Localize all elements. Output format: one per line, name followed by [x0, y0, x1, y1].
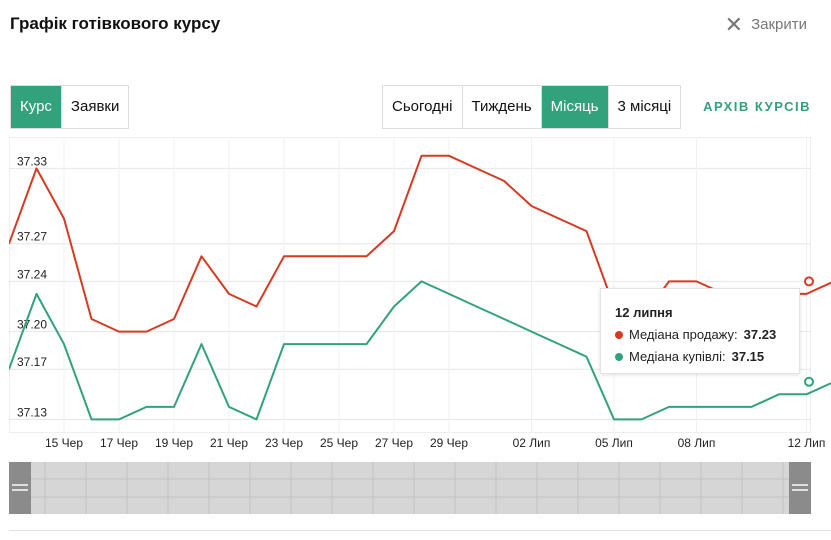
hover-marker	[804, 376, 814, 387]
tab-requests[interactable]: Заявки	[61, 86, 129, 128]
tooltip-buy-value: 37.15	[731, 349, 765, 364]
x-tick-label: 25 Чер	[320, 436, 358, 450]
grip-line	[12, 484, 28, 486]
y-tick-label: 37.27	[17, 230, 47, 244]
close-label: Закрити	[751, 16, 807, 33]
tooltip-sell-row: Медіана продажу: 37.23	[615, 327, 776, 342]
tab-today[interactable]: Сьогодні	[383, 86, 463, 128]
close-icon: ✕	[724, 11, 744, 37]
type-tabs: Курс Заявки	[10, 85, 130, 129]
tab-week[interactable]: Тиждень	[462, 86, 542, 128]
grip-line	[792, 489, 808, 491]
tab-month[interactable]: Місяць	[541, 86, 609, 128]
y-tick-label: 37.20	[17, 318, 47, 332]
y-tick-label: 37.33	[17, 154, 47, 168]
x-tick-label: 08 Лип	[678, 436, 716, 450]
period-tabs: Сьогодні Тиждень Місяць 3 місяці	[382, 85, 682, 129]
y-tick-label: 37.13	[17, 405, 47, 419]
x-tick-label: 23 Чер	[265, 436, 303, 450]
buy-dot-icon	[615, 352, 623, 361]
x-tick-label: 15 Чер	[45, 436, 83, 450]
tooltip-date: 12 липня	[615, 305, 673, 320]
tooltip-buy-label: Медіана купівлі:	[629, 349, 726, 364]
navigator-left-handle[interactable]	[9, 462, 31, 514]
sell-series-line	[9, 154, 831, 333]
archive-link[interactable]: АРХІВ КУРСІВ	[703, 99, 811, 114]
range-navigator[interactable]	[9, 462, 811, 514]
chart-tooltip: 12 липня Медіана продажу: 37.23 Медіана …	[600, 288, 800, 374]
grip-line	[12, 489, 28, 491]
bottom-divider	[9, 530, 831, 531]
navigator-right-handle[interactable]	[789, 462, 811, 514]
x-tick-label: 17 Чер	[100, 436, 138, 450]
close-button[interactable]: ✕ Закрити	[724, 11, 807, 37]
y-tick-label: 37.17	[17, 355, 47, 369]
tab-rate[interactable]: Курс	[11, 86, 62, 128]
tooltip-sell-value: 37.23	[743, 327, 777, 342]
navigator-selection[interactable]	[31, 462, 789, 514]
plot-frame	[9, 137, 811, 433]
x-tick-label: 27 Чер	[375, 436, 413, 450]
x-tick-label: 02 Лип	[513, 436, 551, 450]
grip-line	[792, 484, 808, 486]
tooltip-buy-row: Медіана купівлі: 37.15	[615, 349, 764, 364]
y-tick-label: 37.24	[17, 267, 47, 281]
x-tick-label: 19 Чер	[155, 436, 193, 450]
tab-3-months[interactable]: 3 місяці	[608, 86, 681, 128]
hover-marker	[804, 276, 814, 287]
navigator-grid	[31, 462, 789, 514]
x-tick-label: 05 Лип	[595, 436, 633, 450]
x-tick-label: 12 Лип	[788, 436, 826, 450]
tooltip-sell-label: Медіана продажу:	[629, 327, 738, 342]
page-title: Графік готівкового курсу	[10, 14, 221, 33]
buy-series-line	[9, 280, 831, 421]
sell-dot-icon	[615, 330, 623, 339]
x-tick-label: 29 Чер	[430, 436, 468, 450]
x-tick-label: 21 Чер	[210, 436, 248, 450]
